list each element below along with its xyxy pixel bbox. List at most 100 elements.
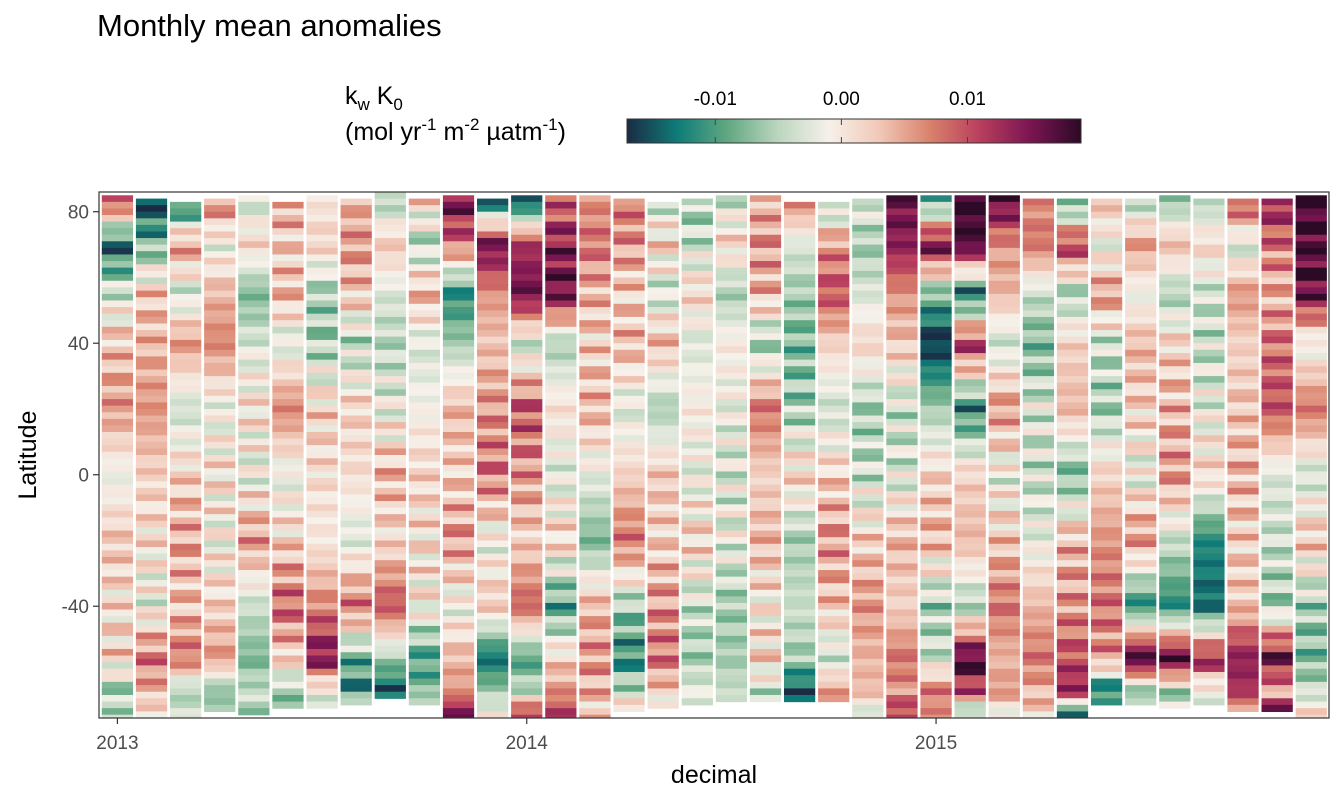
- heatmap-cell: [681, 533, 713, 542]
- heatmap-cell: [340, 349, 372, 357]
- heatmap-cell: [1159, 497, 1191, 505]
- heatmap-cell: [783, 208, 816, 216]
- heatmap-cell: [783, 662, 816, 670]
- heatmap-cell: [715, 616, 748, 624]
- heatmap-cell: [545, 195, 577, 203]
- heatmap-cell: [613, 533, 645, 542]
- heatmap-cell: [374, 376, 406, 384]
- heatmap-cell: [988, 234, 1020, 242]
- heatmap-cell: [681, 560, 713, 568]
- heatmap-cell: [886, 543, 918, 551]
- heatmap-cell: [204, 244, 236, 252]
- heatmap-cell: [204, 540, 236, 548]
- heatmap-cell: [135, 573, 168, 581]
- heatmap-cell: [749, 543, 782, 551]
- heatmap-cell: [1261, 251, 1293, 259]
- heatmap-cell: [715, 550, 748, 558]
- heatmap-cell: [988, 339, 1020, 348]
- heatmap-cell: [579, 372, 611, 380]
- heatmap-cell: [135, 231, 168, 239]
- heatmap-cell: [135, 579, 168, 588]
- heatmap-cell: [272, 635, 304, 643]
- heatmap-cell: [613, 448, 645, 456]
- heatmap-cell: [442, 293, 475, 302]
- heatmap-cell: [818, 543, 850, 551]
- heatmap-cell: [647, 609, 679, 617]
- heatmap-cell: [1056, 211, 1089, 219]
- heatmap-cell: [783, 267, 816, 275]
- heatmap-cell: [306, 247, 338, 256]
- heatmap-cell: [1125, 343, 1157, 351]
- heatmap-cell: [1193, 652, 1225, 660]
- heatmap-cell: [1295, 333, 1327, 341]
- heatmap-cell: [1090, 198, 1123, 206]
- heatmap-cell: [613, 224, 645, 233]
- heatmap-cell: [1295, 379, 1327, 387]
- heatmap-cell: [647, 629, 679, 637]
- heatmap-cell: [170, 616, 202, 624]
- heatmap-cell: [1022, 323, 1054, 331]
- heatmap-cell: [681, 231, 713, 239]
- heatmap-cell: [715, 333, 748, 341]
- heatmap-cell: [101, 622, 134, 630]
- heatmap-cell: [681, 652, 713, 660]
- heatmap-cell: [681, 257, 713, 265]
- heatmap-cell: [749, 550, 782, 558]
- heatmap-cell: [818, 280, 850, 288]
- heatmap-cell: [238, 274, 270, 282]
- heatmap-cell: [613, 441, 645, 450]
- heatmap-cell: [101, 333, 134, 341]
- heatmap-cell: [1295, 550, 1327, 558]
- heatmap-cell: [681, 336, 713, 344]
- heatmap-cell: [647, 537, 679, 545]
- heatmap-cell: [1125, 540, 1157, 548]
- heatmap-cell: [749, 556, 782, 565]
- heatmap-cell: [783, 234, 816, 242]
- heatmap-cell: [1022, 382, 1054, 390]
- heatmap-cell: [852, 612, 884, 620]
- heatmap-cell: [238, 524, 270, 532]
- heatmap-cell: [545, 346, 577, 354]
- heatmap-cell: [511, 530, 543, 538]
- heatmap-cell: [408, 218, 441, 226]
- heatmap-cell: [272, 208, 304, 216]
- heatmap-cell: [818, 602, 850, 611]
- heatmap-cell: [783, 583, 816, 591]
- heatmap-cell: [1056, 362, 1089, 371]
- heatmap-cell: [135, 527, 168, 535]
- heatmap-cell: [1056, 474, 1089, 482]
- heatmap-cell: [1125, 678, 1157, 686]
- heatmap-cell: [272, 464, 304, 473]
- heatmap-cell: [1056, 336, 1089, 344]
- heatmap-cell: [1193, 297, 1225, 305]
- heatmap-cell: [477, 330, 509, 338]
- heatmap-cell: [374, 599, 406, 607]
- heatmap-cell: [988, 445, 1020, 453]
- heatmap-cell: [579, 307, 611, 315]
- heatmap-cell: [954, 451, 986, 459]
- heatmap-cell: [135, 343, 168, 351]
- heatmap-cell: [408, 665, 441, 673]
- heatmap-cell: [272, 642, 304, 650]
- heatmap-cell: [852, 257, 884, 265]
- heatmap-cell: [954, 431, 986, 440]
- heatmap-cell: [204, 395, 236, 403]
- heatmap-cell: [1022, 402, 1054, 410]
- heatmap-cell: [477, 514, 509, 522]
- heatmap-cell: [988, 662, 1020, 670]
- heatmap-cell: [579, 287, 611, 295]
- heatmap-cell: [408, 402, 441, 410]
- heatmap-cell: [852, 639, 884, 647]
- heatmap-cell: [852, 527, 884, 535]
- heatmap-cell: [1295, 431, 1327, 440]
- heatmap-cell: [511, 701, 543, 709]
- heatmap-cell: [1227, 369, 1259, 377]
- heatmap-cell: [408, 290, 441, 298]
- heatmap-cell: [579, 648, 611, 657]
- month-column-2013-12: [477, 198, 509, 718]
- heatmap-cell: [135, 356, 168, 364]
- heatmap-cell: [647, 438, 679, 446]
- heatmap-cell: [749, 293, 782, 302]
- heatmap-cell: [1125, 547, 1157, 555]
- heatmap-cell: [204, 389, 236, 397]
